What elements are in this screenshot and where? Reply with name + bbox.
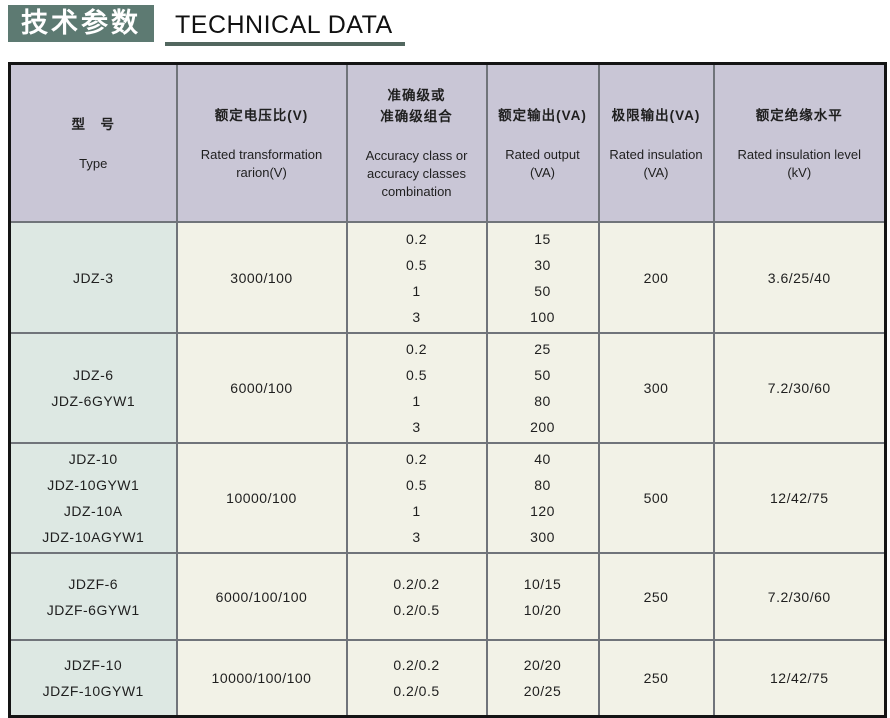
voltage-ratio-cell: 10000/100/100: [175, 639, 348, 717]
page-header: 技术参数 TECHNICAL DATA: [0, 0, 890, 56]
table-row: JDZ-10 JDZ-10GYW1 JDZ-10A JDZ-10AGYW1 100…: [8, 442, 887, 554]
page-title-zh: 技术参数: [8, 5, 154, 42]
rated-output-cell: 10/15 10/20: [485, 552, 600, 641]
accuracy-class-cell: 0.2/0.2 0.2/0.5: [345, 639, 488, 717]
column-header-accuracy-class: 准确级或 准确级组合 Accuracy class or accuracy cl…: [345, 62, 488, 223]
table-header: 型 号 Type 额定电压比(V) Rated transformation r…: [8, 62, 887, 223]
column-header-insulation-level: 额定绝缘水平 Rated insulation level (kV): [712, 62, 887, 223]
insulation-level-cell: 12/42/75: [712, 639, 887, 717]
insulation-level-cell: 7.2/30/60: [712, 552, 887, 641]
insulation-level-cell: 3.6/25/40: [712, 221, 887, 334]
limit-output-cell: 300: [597, 332, 715, 444]
page-title-en: TECHNICAL DATA: [165, 5, 405, 46]
column-header-limit-output-en: Rated insulation (VA): [609, 146, 703, 180]
insulation-level-cell: 12/42/75: [712, 442, 887, 554]
column-header-voltage-ratio-en: Rated transformation rarion(V): [200, 146, 323, 180]
column-header-type-zh: 型 号: [71, 116, 115, 132]
type-cell: JDZF-6 JDZF-6GYW1: [8, 552, 178, 641]
table-row: JDZF-6 JDZF-6GYW1 6000/100/100 0.2/0.2 0.2…: [8, 552, 887, 641]
table-row: JDZ-6 JDZ-6GYW1 6000/100 0.2 0.5 1 3 25 50 …: [8, 332, 887, 444]
rated-output-cell: 40 80 120 300: [485, 442, 600, 554]
column-header-type: 型 号 Type: [8, 62, 178, 223]
voltage-ratio-cell: 3000/100: [175, 221, 348, 334]
limit-output-cell: 250: [597, 552, 715, 641]
insulation-level-cell: 7.2/30/60: [712, 332, 887, 444]
accuracy-class-cell: 0.2/0.2 0.2/0.5: [345, 552, 488, 641]
column-header-rated-output-en: Rated output (VA): [505, 146, 580, 180]
accuracy-class-cell: 0.2 0.5 1 3: [345, 442, 488, 554]
technical-data-table: 型 号 Type 额定电压比(V) Rated transformation r…: [8, 62, 887, 718]
column-header-voltage-ratio-zh: 额定电压比(V): [214, 107, 309, 123]
rated-output-cell: 20/20 20/25: [485, 639, 600, 717]
column-header-type-en: Type: [79, 155, 108, 171]
column-header-rated-output: 额定输出(VA) Rated output (VA): [485, 62, 600, 223]
type-cell: JDZF-10 JDZF-10GYW1: [8, 639, 178, 717]
rated-output-cell: 25 50 80 200: [485, 332, 600, 444]
column-header-limit-output: 极限输出(VA) Rated insulation (VA): [597, 62, 715, 223]
voltage-ratio-cell: 6000/100: [175, 332, 348, 444]
column-header-accuracy-class-en: Accuracy class or accuracy classes combi…: [365, 148, 468, 199]
type-cell: JDZ-3: [8, 221, 178, 334]
accuracy-class-cell: 0.2 0.5 1 3: [345, 332, 488, 444]
column-header-rated-output-zh: 额定输出(VA): [498, 107, 587, 123]
type-cell: JDZ-10 JDZ-10GYW1 JDZ-10A JDZ-10AGYW1: [8, 442, 178, 554]
column-header-limit-output-zh: 极限输出(VA): [611, 107, 701, 123]
table-body: JDZ-3 3000/100 0.2 0.5 1 3 15 30 50 100 200 3…: [8, 221, 887, 717]
table-row: JDZ-3 3000/100 0.2 0.5 1 3 15 30 50 100 200 3…: [8, 221, 887, 334]
accuracy-class-cell: 0.2 0.5 1 3: [345, 221, 488, 334]
type-cell: JDZ-6 JDZ-6GYW1: [8, 332, 178, 444]
column-header-voltage-ratio: 额定电压比(V) Rated transformation rarion(V): [175, 62, 348, 223]
table-row: JDZF-10 JDZF-10GYW1 10000/100/100 0.2/0.2 …: [8, 639, 887, 717]
column-header-insulation-level-zh: 额定绝缘水平: [755, 107, 843, 123]
limit-output-cell: 500: [597, 442, 715, 554]
limit-output-cell: 250: [597, 639, 715, 717]
column-header-insulation-level-en: Rated insulation level (kV): [737, 146, 862, 180]
limit-output-cell: 200: [597, 221, 715, 334]
voltage-ratio-cell: 6000/100/100: [175, 552, 348, 641]
column-header-accuracy-class-zh: 准确级或 准确级组合: [380, 88, 453, 124]
voltage-ratio-cell: 10000/100: [175, 442, 348, 554]
rated-output-cell: 15 30 50 100: [485, 221, 600, 334]
